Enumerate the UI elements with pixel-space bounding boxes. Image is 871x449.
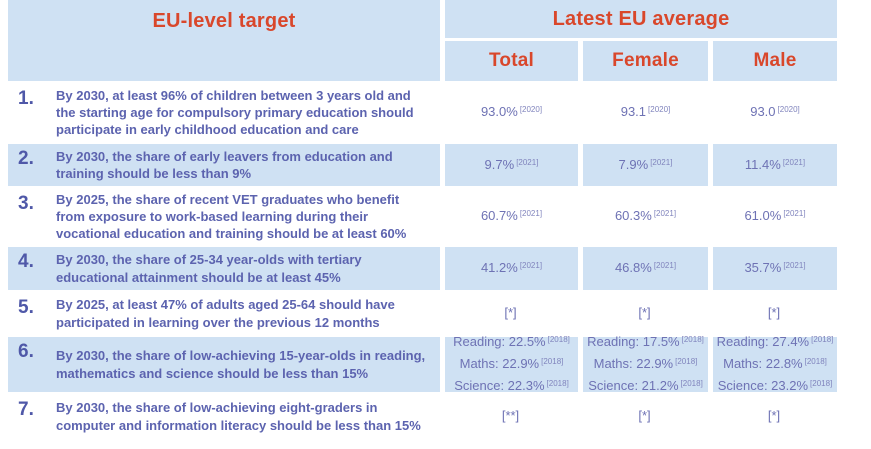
header-total: Total — [445, 41, 578, 81]
header-latest-eu-average: Latest EU average — [445, 0, 837, 38]
value-male-row-1: 93.0 [2020] — [713, 84, 837, 141]
target-text: By 2030, the share of low-achieving 15-y… — [56, 348, 426, 381]
target-row-2: 2. By 2030, the share of early leavers f… — [8, 144, 440, 186]
value-total-row-2: 9.7% [2021] — [445, 144, 578, 186]
value-female-row-1: 93.1 [2020] — [583, 84, 708, 141]
value-male-row-6: Reading: 27.4% [2018] Maths: 22.8% [2018] … — [713, 334, 837, 393]
row-number: 6. — [18, 341, 34, 362]
row-number: 3. — [18, 193, 34, 214]
header-average-label: Latest EU average — [552, 7, 730, 30]
value-total-row-6: Reading: 22.5% [2018] Maths: 22.9% [2018] … — [445, 334, 578, 393]
target-row-5: 5. By 2025, at least 47% of adults aged … — [8, 293, 440, 334]
value-total-row-7: [**] — [445, 395, 578, 438]
target-text: By 2030, the share of early leavers from… — [56, 148, 393, 181]
value-female-row-2: 7.9% [2021] — [583, 144, 708, 186]
row-number: 7. — [18, 399, 34, 420]
value-total-row-3: 60.7% [2021] — [445, 189, 578, 244]
value-male-row-7: [*] — [713, 395, 837, 438]
row-number: 4. — [18, 251, 34, 272]
target-row-6: 6. By 2030, the share of low-achieving 1… — [8, 337, 440, 392]
target-row-3: 3. By 2025, the share of recent VET grad… — [8, 189, 440, 244]
value-female-row-6: Reading: 17.5% [2018] Maths: 22.9% [2018] … — [583, 334, 708, 393]
target-text: By 2025, the share of recent VET graduat… — [56, 191, 407, 242]
row-number: 5. — [18, 297, 34, 318]
target-text: By 2030, the share of 25-34 year-olds wi… — [56, 252, 362, 285]
target-row-4: 4. By 2030, the share of 25-34 year-olds… — [8, 247, 440, 290]
target-row-7: 7. By 2030, the share of low-achieving e… — [8, 395, 440, 438]
header-eu-level-target: EU-level target — [8, 0, 440, 81]
value-female-row-5: [*] — [583, 293, 708, 334]
eu-targets-table: EU-level target Latest EU average Total … — [8, 0, 837, 438]
value-female-row-4: 46.8% [2021] — [583, 247, 708, 290]
target-text: By 2025, at least 47% of adults aged 25-… — [56, 297, 395, 330]
value-male-row-5: [*] — [713, 293, 837, 334]
header-female: Female — [583, 41, 708, 81]
header-male: Male — [713, 41, 837, 81]
value-male-row-2: 11.4% [2021] — [713, 144, 837, 186]
header-target-label: EU-level target — [152, 10, 296, 32]
row-number: 2. — [18, 148, 34, 169]
value-female-row-3: 60.3% [2021] — [583, 189, 708, 244]
target-text: By 2030, at least 96% of children betwee… — [56, 87, 414, 138]
value-total-row-4: 41.2% [2021] — [445, 247, 578, 290]
value-total-row-1: 93.0% [2020] — [445, 84, 578, 141]
value-male-row-3: 61.0% [2021] — [713, 189, 837, 244]
target-text: By 2030, the share of low-achieving eigh… — [56, 400, 421, 433]
row-number: 1. — [18, 88, 34, 109]
value-total-row-5: [*] — [445, 293, 578, 334]
value-female-row-7: [*] — [583, 395, 708, 438]
value-male-row-4: 35.7% [2021] — [713, 247, 837, 290]
target-row-1: 1. By 2030, at least 96% of children bet… — [8, 84, 440, 141]
